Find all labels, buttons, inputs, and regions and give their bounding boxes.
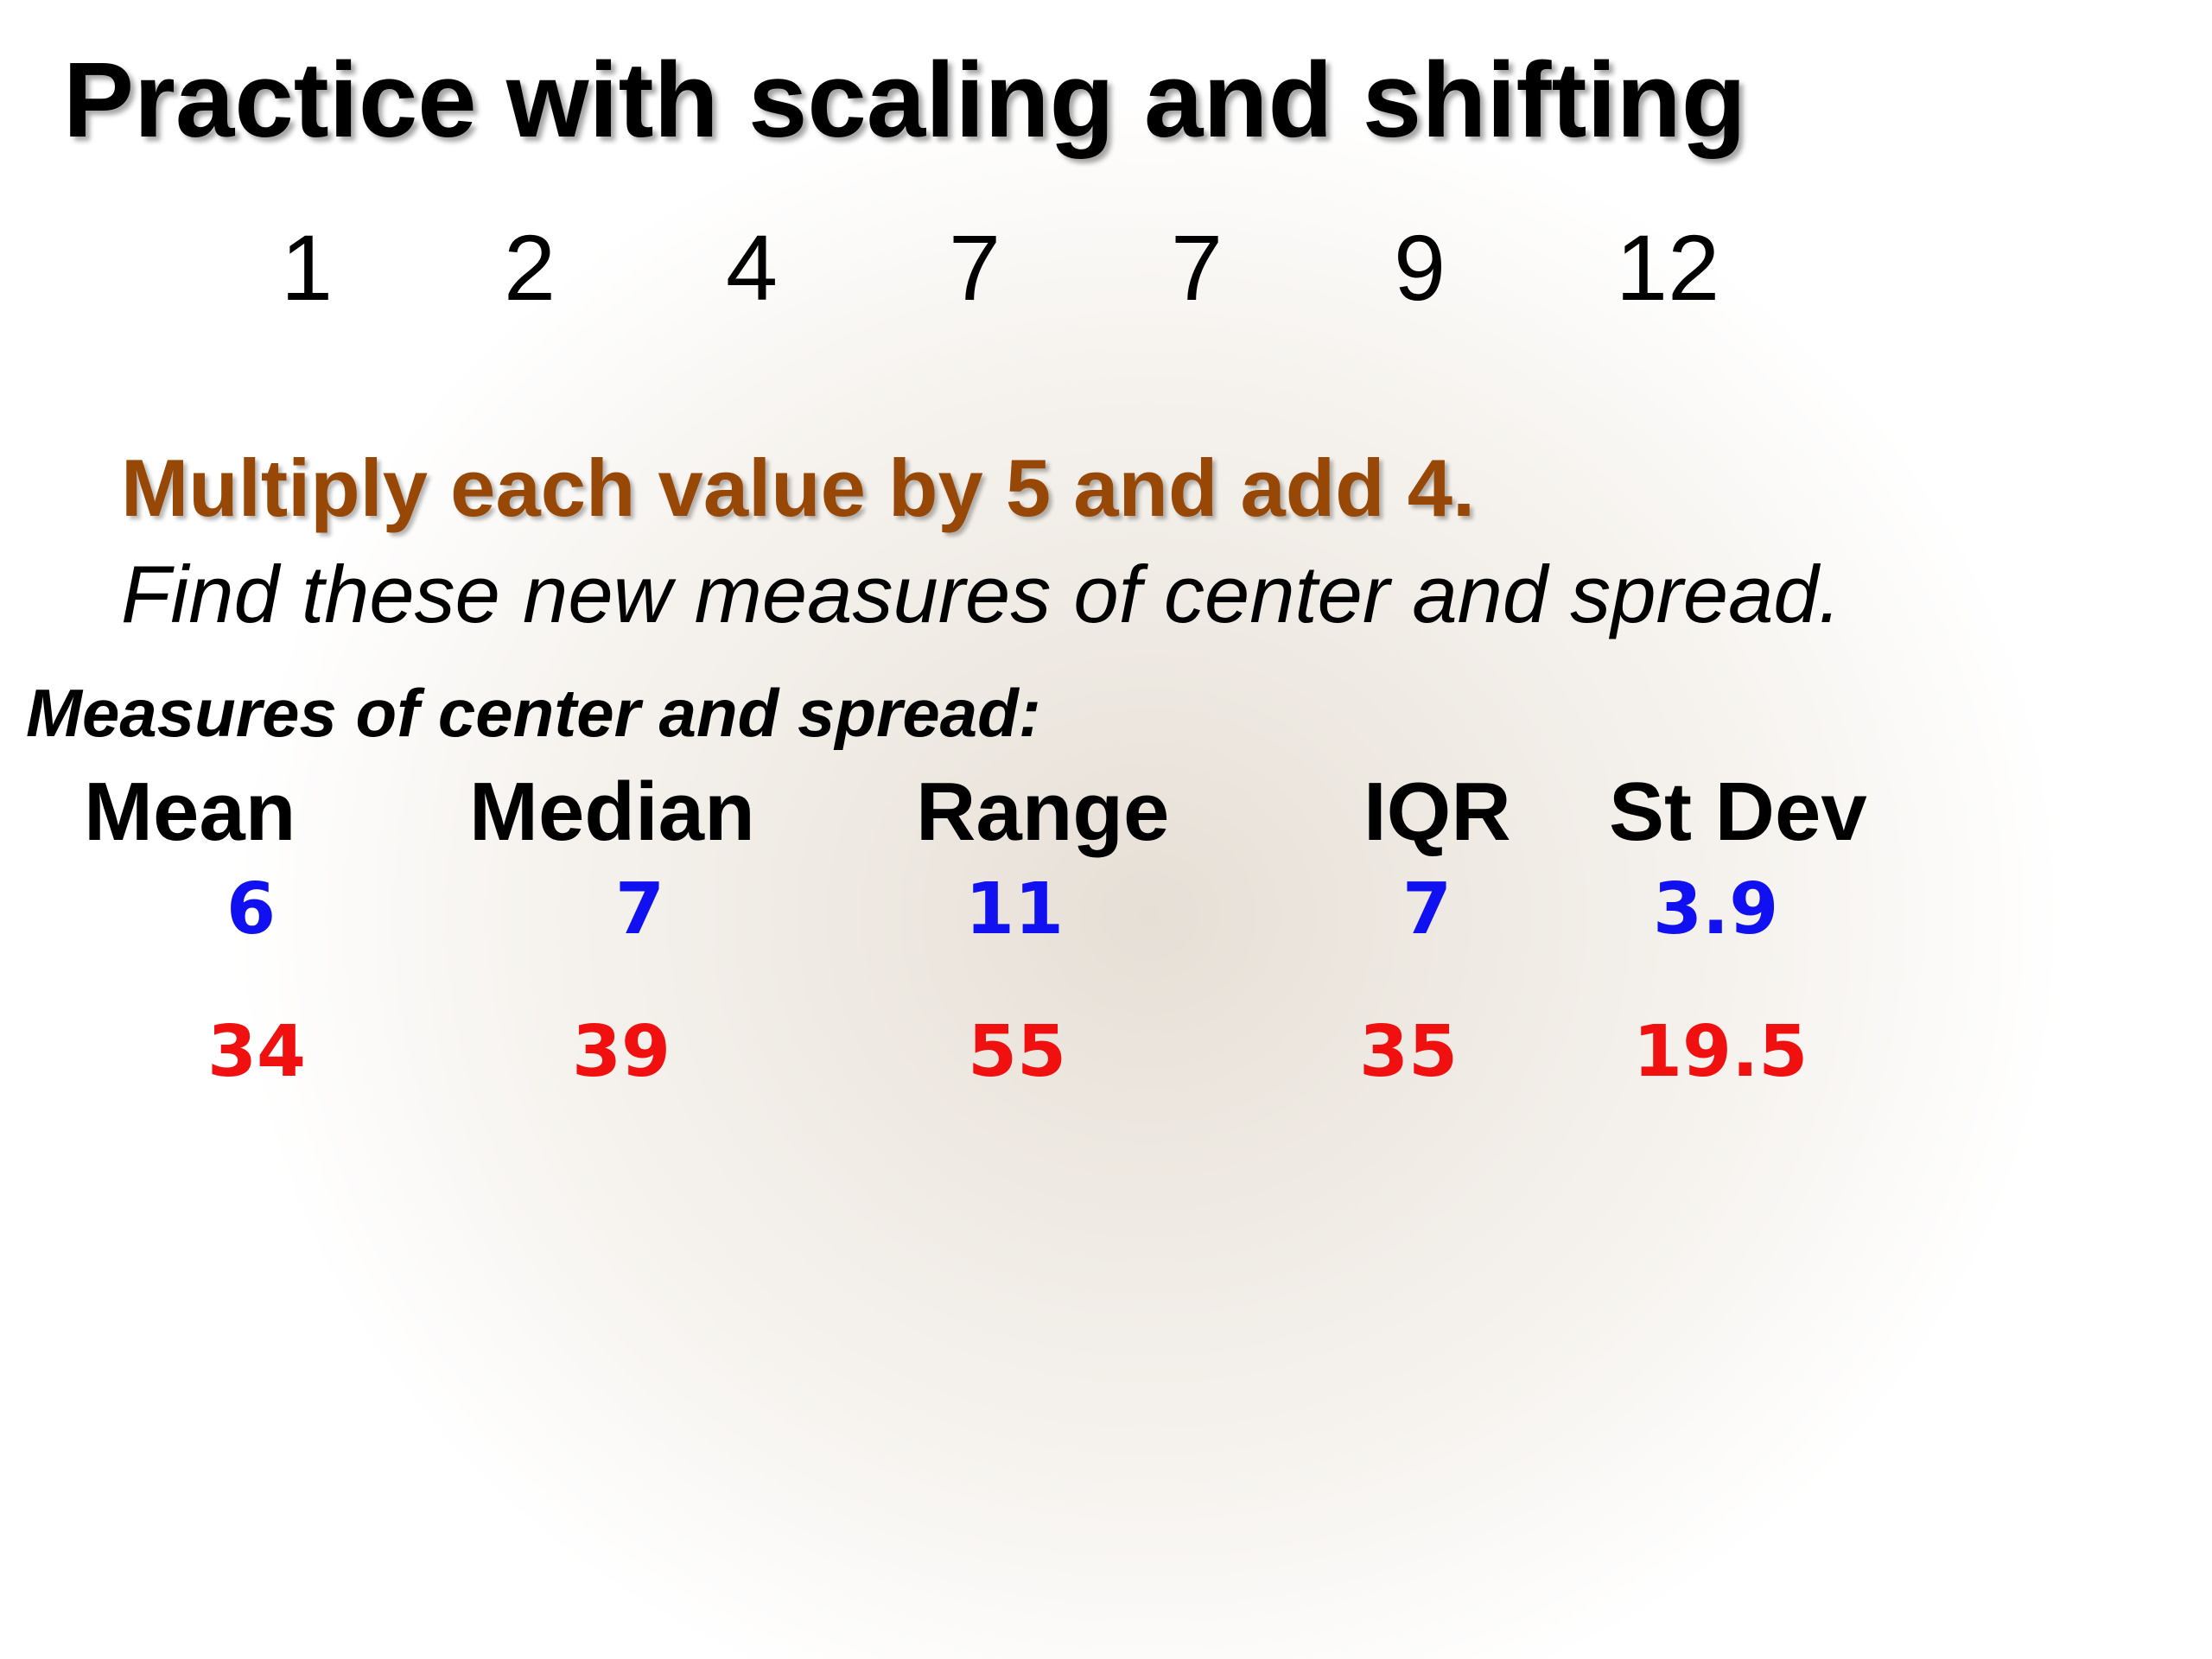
new-iqr: 35 (1359, 1011, 1459, 1093)
new-median: 39 (572, 1011, 671, 1093)
data-value: 12 (1616, 215, 1720, 320)
original-iqr: 7 (1402, 868, 1452, 950)
new-range: 55 (968, 1011, 1067, 1093)
new-stdev: 19.5 (1633, 1011, 1808, 1093)
slide-title: Practice with scaling and shifting (63, 41, 1746, 160)
data-value: 1 (281, 215, 334, 320)
original-stdev: 3.9 (1653, 868, 1779, 950)
original-median: 7 (615, 868, 665, 950)
instruction-text: Multiply each value by 5 and add 4. (121, 442, 1476, 533)
column-header-iqr: IQR (1363, 766, 1511, 858)
data-value: 7 (949, 215, 1001, 320)
column-header-median: Median (469, 766, 755, 858)
data-value: 7 (1171, 215, 1224, 320)
original-mean: 6 (226, 868, 276, 950)
column-header-stdev: St Dev (1609, 766, 1867, 858)
section-title: Measures of center and spread: (26, 675, 1041, 751)
new-mean: 34 (207, 1011, 307, 1093)
data-value: 4 (726, 215, 779, 320)
data-value: 2 (504, 215, 556, 320)
task-text: Find these new measures of center and sp… (121, 549, 1841, 639)
original-range: 11 (965, 868, 1065, 950)
column-header-mean: Mean (84, 766, 296, 858)
data-value: 9 (1394, 215, 1446, 320)
column-header-range: Range (916, 766, 1170, 858)
